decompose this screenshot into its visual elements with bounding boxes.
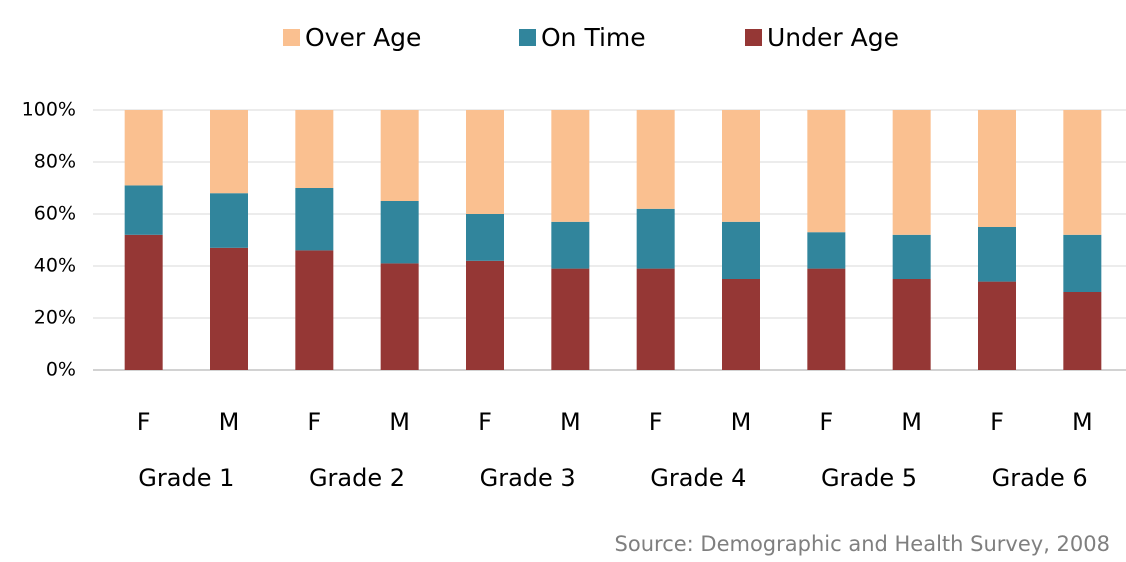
legend-swatch xyxy=(519,29,536,46)
x-tick-label: M xyxy=(219,408,240,436)
bar-segment xyxy=(466,214,504,261)
bar-segment xyxy=(466,110,504,214)
legend-swatch xyxy=(745,29,762,46)
bar-segment xyxy=(380,110,419,201)
group-label: Grade 6 xyxy=(992,464,1088,492)
bar-segment xyxy=(722,279,760,370)
bar-segment xyxy=(295,110,334,188)
bar-segment xyxy=(892,110,931,235)
legend-label: Over Age xyxy=(305,23,421,52)
bar-segment xyxy=(210,247,248,370)
bar-segment xyxy=(295,250,334,370)
x-tick-label: F xyxy=(478,408,492,436)
bar-segment xyxy=(380,263,419,370)
group-label: Grade 1 xyxy=(138,464,234,492)
bar-segment xyxy=(124,234,163,370)
bar-segment xyxy=(124,110,163,186)
bar-segment xyxy=(466,260,504,370)
legend-label: On Time xyxy=(541,23,646,52)
source-note: Source: Demographic and Health Survey, 2… xyxy=(615,532,1110,556)
x-tick-label: F xyxy=(649,408,663,436)
legend-swatch xyxy=(283,29,300,46)
bar-segment xyxy=(978,227,1016,282)
bar-segment xyxy=(722,221,760,279)
bar-segment xyxy=(1063,234,1102,292)
bar-segment xyxy=(807,268,846,370)
bar-segment xyxy=(380,201,419,264)
x-tick-label: M xyxy=(389,408,410,436)
bar-segment xyxy=(1063,110,1102,235)
bar-segment xyxy=(1063,292,1102,370)
y-tick-label: 60% xyxy=(34,203,76,225)
bar-segment xyxy=(124,185,163,235)
bar-segment xyxy=(210,110,248,194)
bar-segment xyxy=(636,268,675,370)
y-tick-label: 20% xyxy=(34,307,76,329)
bar-segment xyxy=(551,110,590,222)
bar-segment xyxy=(636,208,675,269)
bar-segment xyxy=(551,221,590,269)
bar-segment xyxy=(722,110,760,222)
y-tick-label: 80% xyxy=(34,151,76,173)
bar-segment xyxy=(978,110,1016,227)
x-tick-label: M xyxy=(731,408,752,436)
x-tick-label: F xyxy=(307,408,321,436)
bar-segment xyxy=(807,110,846,233)
x-tick-label: F xyxy=(990,408,1004,436)
bar-segment xyxy=(210,193,248,248)
bar-segment xyxy=(807,232,846,269)
bar-segment xyxy=(551,268,590,370)
x-tick-label: M xyxy=(560,408,581,436)
bar-segment xyxy=(892,279,931,370)
group-label: Grade 4 xyxy=(650,464,746,492)
y-tick-label: 40% xyxy=(34,255,76,277)
group-label: Grade 3 xyxy=(480,464,576,492)
group-label: Grade 2 xyxy=(309,464,405,492)
y-tick-label: 100% xyxy=(22,99,76,121)
bar-segment xyxy=(978,281,1016,370)
x-tick-label: M xyxy=(1072,408,1093,436)
bar-segment xyxy=(892,234,931,279)
y-tick-label: 0% xyxy=(46,359,76,381)
x-tick-label: F xyxy=(137,408,151,436)
group-label: Grade 5 xyxy=(821,464,917,492)
x-tick-label: F xyxy=(819,408,833,436)
bar-segment xyxy=(636,110,675,209)
bar-segment xyxy=(295,188,334,251)
legend-label: Under Age xyxy=(767,23,899,52)
x-tick-label: M xyxy=(901,408,922,436)
